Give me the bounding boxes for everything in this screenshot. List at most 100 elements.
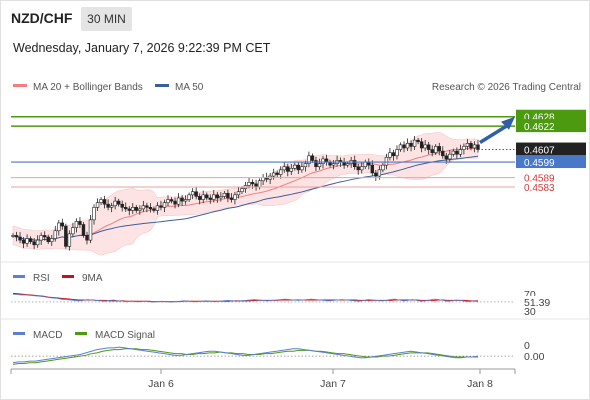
candle-body — [271, 172, 276, 177]
candle-body — [409, 142, 413, 147]
candle-body — [377, 169, 382, 177]
macd-signal-line — [12, 348, 478, 365]
candle-body — [233, 194, 237, 200]
candle-body — [331, 163, 336, 166]
macd-line — [12, 346, 479, 364]
x-tick-label: Jan 8 — [467, 378, 493, 390]
candle-body — [60, 222, 65, 227]
last-price-tag: 0.4607 — [524, 146, 555, 157]
ma20-legend-swatch — [13, 84, 27, 87]
candle-body — [363, 161, 367, 168]
ma50-legend-label: MA 50 — [175, 82, 204, 93]
candle-body — [180, 197, 184, 202]
x-tick-label: Jan 7 — [320, 378, 346, 390]
rsi-ma-legend-label: 9MA — [82, 273, 103, 284]
candle-body — [353, 160, 357, 168]
datetime-label: Wednesday, January 7, 2026 9:22:39 PM CE… — [13, 41, 271, 55]
candle-body — [155, 205, 160, 211]
candle-body — [314, 160, 318, 168]
candle-body — [279, 169, 283, 175]
candle-body — [240, 188, 244, 193]
candle-body — [35, 239, 40, 246]
candle-body — [176, 197, 181, 205]
rsi-ma-legend-swatch — [62, 275, 74, 278]
last-price-tag-bg — [516, 142, 586, 156]
candle-body — [215, 194, 220, 199]
candle-body — [57, 222, 61, 232]
candle-body — [78, 221, 82, 225]
candle-body — [321, 158, 325, 164]
candle-body — [106, 203, 110, 208]
candle-body — [374, 172, 378, 177]
candle-body — [25, 238, 29, 244]
candle-body — [131, 207, 135, 211]
candle-body — [462, 146, 466, 150]
candle-body — [370, 164, 375, 174]
candle-body — [360, 166, 364, 171]
candle-body — [229, 197, 234, 200]
candle-body — [46, 236, 50, 242]
candle-body — [437, 146, 441, 152]
candle-body — [423, 144, 427, 149]
macd-legend-label: MACD — [33, 330, 62, 341]
candle-body — [275, 172, 279, 175]
candle-body — [412, 139, 417, 147]
macd-pane: 00.00 — [11, 340, 545, 365]
candle-body — [14, 235, 19, 238]
candle-body — [391, 152, 396, 157]
candle-body — [134, 207, 138, 211]
candle-body — [67, 233, 72, 247]
candle-body — [148, 207, 153, 210]
resistance-1-tag: 0.4622 — [524, 122, 555, 133]
candle-body — [145, 205, 149, 208]
candle-body — [317, 163, 322, 168]
candle-body — [11, 235, 15, 237]
x-axis: Jan 6 Jan 7 Jan 8 — [10, 369, 516, 390]
candle-body — [85, 235, 89, 241]
candle-body — [53, 230, 57, 239]
candle-body — [138, 208, 142, 211]
candle-body — [201, 194, 205, 200]
candle-body — [419, 141, 424, 149]
candle-body — [99, 199, 103, 203]
rsi-tick-70: 70 — [524, 289, 536, 301]
candle-body — [286, 166, 290, 172]
candle-body — [257, 180, 262, 188]
candle-body — [458, 149, 463, 155]
timeframe-button[interactable]: 30 MIN — [81, 7, 132, 31]
candle-body — [426, 144, 431, 150]
bollinger-band — [12, 132, 479, 256]
candle-body — [444, 155, 448, 160]
candle-body — [219, 196, 223, 199]
credit-label: Research © 2026 Trading Central — [432, 82, 581, 93]
candle-body — [169, 199, 174, 202]
macd-tick-0: 0 — [524, 340, 530, 352]
candle-body — [282, 166, 286, 171]
candle-body — [166, 199, 170, 203]
macd-signal-legend-label: MACD Signal — [95, 330, 155, 341]
candle-body — [159, 205, 163, 208]
candle-body — [247, 182, 251, 186]
resistance-1-tag-bg — [516, 119, 586, 133]
candle-body — [345, 163, 350, 166]
rsi-current-value: 51.39 — [524, 297, 550, 309]
chart-header: NZD/CHF 30 MIN — [0, 0, 590, 34]
macd-current-value: 0.00 — [524, 351, 545, 363]
candle-body — [18, 236, 22, 241]
candle-body — [402, 144, 406, 149]
pivot-tag: 0.4599 — [524, 158, 555, 169]
candle-body — [141, 205, 146, 210]
candle-body — [212, 194, 216, 200]
candle-body — [310, 155, 315, 161]
candle-body — [43, 235, 47, 238]
target-arrow-head — [501, 116, 515, 130]
candle-body — [102, 199, 107, 205]
rsi-legend-label: RSI — [33, 273, 50, 284]
candle-body — [113, 200, 117, 207]
candle-body — [388, 152, 392, 158]
candle-body — [434, 146, 438, 153]
target-arrow-shaft — [479, 124, 508, 145]
candle-body — [448, 153, 452, 160]
